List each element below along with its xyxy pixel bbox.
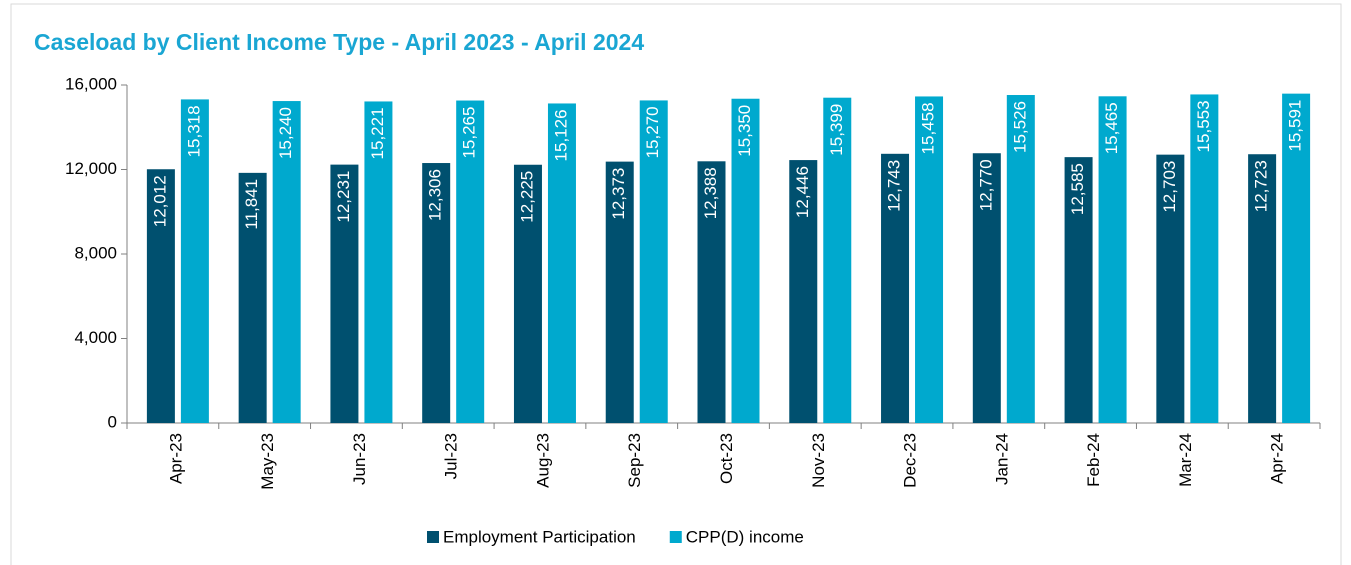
bar <box>238 172 267 423</box>
x-tick-label: Feb-24 <box>1084 433 1103 487</box>
y-tick-label: 0 <box>108 412 117 431</box>
bar <box>881 153 910 423</box>
bar <box>605 161 634 424</box>
value-label: 15,399 <box>827 104 846 156</box>
bar <box>972 153 1001 423</box>
value-label: 12,373 <box>609 168 628 220</box>
x-tick-label: Dec-23 <box>901 433 920 488</box>
legend-label: CPP(D) income <box>686 527 804 546</box>
bar <box>697 161 726 423</box>
bar <box>364 101 393 424</box>
value-label: 12,225 <box>517 171 536 223</box>
bar <box>1282 93 1311 423</box>
value-label: 15,458 <box>919 102 938 154</box>
value-label: 12,723 <box>1252 160 1271 212</box>
bar <box>1064 157 1093 423</box>
y-tick-label: 4,000 <box>74 328 117 347</box>
value-label: 15,265 <box>460 107 479 159</box>
value-label: 15,240 <box>276 107 295 159</box>
bar <box>180 99 209 423</box>
value-label: 15,465 <box>1102 102 1121 154</box>
bar <box>1098 96 1127 423</box>
legend-label: Employment Participation <box>443 527 636 546</box>
value-label: 11,841 <box>242 179 261 230</box>
value-label: 15,526 <box>1010 101 1029 153</box>
bar <box>330 164 359 424</box>
x-tick-label: Apr-24 <box>1268 433 1287 484</box>
bar <box>272 101 301 424</box>
legend-swatch <box>669 531 682 543</box>
chart-title: Caseload by Client Income Type - April 2… <box>34 29 644 55</box>
x-tick-label: Apr-23 <box>166 433 185 484</box>
bar <box>1006 95 1035 424</box>
bar <box>789 160 818 423</box>
bar <box>639 100 668 423</box>
x-tick-label: Aug-23 <box>533 433 552 488</box>
value-label: 15,350 <box>735 105 754 157</box>
bar <box>146 169 175 423</box>
value-label: 12,770 <box>976 159 995 211</box>
chart-frame <box>10 3 1342 565</box>
x-tick-label: Oct-23 <box>717 433 736 484</box>
value-label: 12,703 <box>1160 161 1179 213</box>
bar <box>422 163 451 423</box>
value-label: 12,743 <box>885 160 904 212</box>
value-label: 15,591 <box>1286 100 1305 152</box>
y-tick-label: 8,000 <box>74 243 117 262</box>
value-label: 12,446 <box>793 166 812 218</box>
x-tick-label: Jan-24 <box>992 433 1011 485</box>
x-tick-label: May-23 <box>258 433 277 490</box>
value-label: 12,388 <box>701 167 720 219</box>
x-tick-label: Sep-23 <box>625 433 644 488</box>
bar <box>1190 94 1219 423</box>
value-label: 15,318 <box>184 105 203 157</box>
value-label: 15,126 <box>551 109 570 161</box>
x-tick-label: Jul-23 <box>442 433 461 479</box>
value-label: 12,231 <box>334 171 353 223</box>
value-label: 15,221 <box>368 107 387 159</box>
bar <box>1156 154 1185 424</box>
bar <box>1248 154 1277 423</box>
value-label: 12,012 <box>150 175 169 227</box>
value-label: 12,306 <box>426 169 445 221</box>
x-tick-label: Jun-23 <box>350 433 369 485</box>
bar <box>915 96 944 423</box>
bar <box>547 103 576 423</box>
x-tick-label: Mar-24 <box>1176 433 1195 487</box>
legend-swatch <box>427 531 439 543</box>
value-label: 15,553 <box>1194 100 1213 152</box>
y-tick-label: 12,000 <box>65 159 117 178</box>
y-tick-label: 16,000 <box>65 74 117 93</box>
bar <box>513 164 542 423</box>
value-label: 12,585 <box>1068 163 1087 215</box>
value-label: 15,270 <box>643 106 662 158</box>
bar <box>731 98 760 423</box>
bar <box>456 100 485 423</box>
bar <box>823 97 852 424</box>
x-tick-label: Nov-23 <box>809 433 828 488</box>
